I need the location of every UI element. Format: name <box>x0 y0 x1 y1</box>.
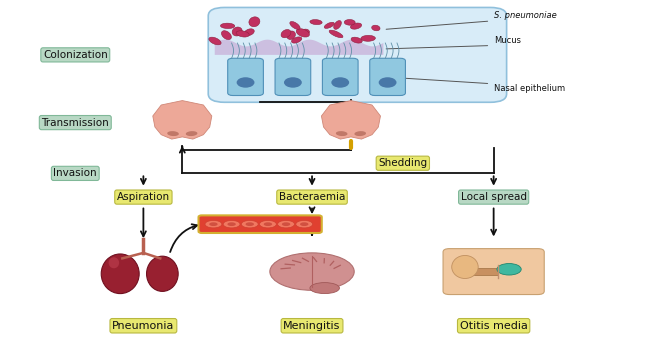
Ellipse shape <box>310 283 339 294</box>
Ellipse shape <box>344 19 355 25</box>
Text: Transmission: Transmission <box>42 118 109 128</box>
FancyBboxPatch shape <box>322 58 358 96</box>
FancyBboxPatch shape <box>208 7 506 102</box>
Text: Bacteraemia: Bacteraemia <box>279 192 345 202</box>
Ellipse shape <box>296 29 309 37</box>
Ellipse shape <box>379 77 396 88</box>
Ellipse shape <box>237 77 254 88</box>
Ellipse shape <box>354 131 366 136</box>
Ellipse shape <box>333 20 341 29</box>
FancyBboxPatch shape <box>443 249 544 294</box>
Text: Nasal epithelium: Nasal epithelium <box>493 84 565 94</box>
Ellipse shape <box>246 222 254 226</box>
Ellipse shape <box>205 220 222 228</box>
Text: Local spread: Local spread <box>461 192 526 202</box>
Text: Invasion: Invasion <box>53 168 97 179</box>
Ellipse shape <box>336 131 348 136</box>
Ellipse shape <box>244 29 254 36</box>
Text: Colonization: Colonization <box>43 50 108 60</box>
Ellipse shape <box>241 220 258 228</box>
Ellipse shape <box>296 220 313 228</box>
Text: Aspiration: Aspiration <box>117 192 170 202</box>
Ellipse shape <box>452 255 478 278</box>
Ellipse shape <box>350 23 361 29</box>
Ellipse shape <box>332 77 349 88</box>
Ellipse shape <box>300 222 309 226</box>
Ellipse shape <box>232 27 242 36</box>
Ellipse shape <box>270 253 354 290</box>
Ellipse shape <box>101 254 139 294</box>
Ellipse shape <box>227 222 236 226</box>
FancyBboxPatch shape <box>227 58 263 96</box>
Ellipse shape <box>290 21 300 30</box>
Text: Shedding: Shedding <box>378 158 428 168</box>
Ellipse shape <box>109 257 119 268</box>
Ellipse shape <box>167 131 179 136</box>
Ellipse shape <box>302 29 309 35</box>
Ellipse shape <box>310 20 322 24</box>
Ellipse shape <box>282 222 291 226</box>
Ellipse shape <box>264 222 272 226</box>
Ellipse shape <box>287 31 295 39</box>
Ellipse shape <box>220 23 235 29</box>
Ellipse shape <box>209 222 218 226</box>
FancyBboxPatch shape <box>198 215 322 233</box>
Ellipse shape <box>324 22 334 28</box>
Ellipse shape <box>278 220 294 228</box>
Ellipse shape <box>186 131 198 136</box>
Text: S. pneumoniae: S. pneumoniae <box>493 11 556 20</box>
Ellipse shape <box>222 31 231 40</box>
Polygon shape <box>153 101 212 139</box>
Ellipse shape <box>209 37 221 45</box>
Ellipse shape <box>361 35 375 41</box>
Text: Mucus: Mucus <box>493 36 521 45</box>
Ellipse shape <box>223 220 240 228</box>
Ellipse shape <box>351 37 362 43</box>
FancyBboxPatch shape <box>275 58 311 96</box>
Text: Meningitis: Meningitis <box>283 321 341 331</box>
FancyBboxPatch shape <box>370 58 406 96</box>
Text: Otitis media: Otitis media <box>460 321 528 331</box>
Ellipse shape <box>284 77 302 88</box>
Ellipse shape <box>146 256 178 291</box>
Bar <box>458 268 498 275</box>
Polygon shape <box>322 101 380 139</box>
Ellipse shape <box>281 30 291 38</box>
Ellipse shape <box>291 37 302 43</box>
Ellipse shape <box>236 31 249 37</box>
Ellipse shape <box>372 25 380 31</box>
Ellipse shape <box>249 17 260 27</box>
Text: Pneumonia: Pneumonia <box>112 321 175 331</box>
Ellipse shape <box>497 264 521 275</box>
Ellipse shape <box>329 30 343 38</box>
Ellipse shape <box>259 220 276 228</box>
